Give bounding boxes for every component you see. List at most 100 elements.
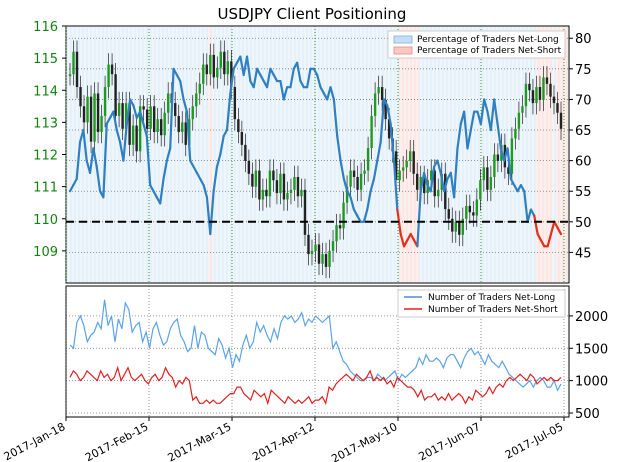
net-short-count-line	[69, 365, 562, 406]
regime-shade	[529, 27, 533, 282]
net-long-pct-segment	[483, 98, 489, 113]
regime-shade	[542, 27, 546, 282]
regime-shade	[265, 27, 269, 282]
price-candle	[370, 115, 373, 149]
price-candle	[68, 74, 72, 77]
chart-title: USDJPY Client Positioning	[218, 5, 407, 23]
price-legend-box	[387, 30, 566, 59]
net-long-pct-segment	[245, 55, 252, 83]
net-long-pct-segment	[212, 165, 219, 193]
y-left-tick-label: 116	[33, 20, 58, 35]
y-right-tick-label: 65	[575, 124, 592, 139]
net-long-pct-segment	[72, 177, 78, 187]
net-long-pct-segment	[185, 110, 192, 162]
regime-shade	[348, 27, 353, 282]
net-long-pct-segment	[556, 226, 563, 236]
price-candle	[338, 225, 342, 229]
net-long-count-line	[69, 299, 562, 392]
price-candle	[72, 51, 75, 75]
net-long-pct-segment	[349, 196, 356, 211]
regime-shade	[342, 27, 346, 282]
net-long-pct-segment	[549, 220, 556, 236]
net-long-pct-segment	[496, 122, 502, 150]
price-candle	[244, 144, 247, 161]
price-candle	[552, 96, 556, 104]
regime-shade	[145, 27, 149, 282]
regime-shade	[101, 27, 106, 282]
regime-shade	[242, 27, 246, 282]
regime-shade	[385, 27, 389, 282]
regime-shade	[305, 27, 309, 282]
y-right-tick-label: 55	[575, 185, 592, 200]
regime-shade	[535, 27, 540, 282]
regime-shade	[545, 27, 550, 282]
net-long-pct-segment	[509, 177, 516, 187]
y-right-tick-label: 1500	[575, 342, 608, 357]
price-candle	[167, 93, 170, 113]
legend-label-net-short-pct: Percentage of Traders Net-Short	[417, 46, 562, 56]
net-long-pct-segment	[489, 98, 496, 132]
price-candle	[117, 103, 121, 116]
price-candle	[401, 167, 405, 171]
price-candle	[93, 93, 96, 142]
net-long-pct-segment	[463, 110, 469, 150]
price-candle	[275, 180, 279, 194]
price-candle	[86, 96, 89, 123]
price-candle	[496, 154, 500, 161]
regime-shade	[432, 27, 436, 282]
price-candle	[107, 64, 110, 88]
price-candle	[535, 87, 538, 104]
regime-shade	[345, 27, 349, 282]
price-candle	[444, 173, 447, 210]
price-candle	[131, 125, 135, 145]
price-candle	[103, 87, 107, 116]
regime-shade	[388, 27, 393, 282]
price-candle	[489, 176, 493, 190]
net-long-pct-segment	[392, 159, 399, 211]
net-long-pct-segment	[399, 232, 406, 248]
price-candle	[328, 250, 331, 267]
y-right-tick-label: 45	[575, 246, 592, 261]
price-candle	[191, 106, 194, 120]
net-long-pct-segment	[222, 128, 229, 138]
net-long-pct-segment	[396, 208, 402, 236]
net-long-pct-segment	[115, 128, 122, 144]
price-candle	[528, 83, 531, 91]
net-long-pct-segment	[219, 135, 225, 156]
net-long-pct-segment	[296, 61, 302, 83]
price-candle	[75, 51, 79, 88]
price-candle	[110, 64, 114, 75]
price-panel: 116 115 114 113 112 111 110 109 80 75 70 65 60 55 50 4…	[33, 20, 592, 284]
net-long-pct-segment	[422, 171, 429, 187]
regime-shade	[225, 27, 229, 282]
legend-label-net-short-count: Number of Traders Net-Short	[428, 305, 558, 315]
x-tick-label: 2017-Feb-15	[83, 420, 150, 462]
net-long-pct-segment	[536, 232, 543, 242]
net-long-pct-segment	[402, 239, 409, 248]
net-long-pct-segment	[75, 141, 82, 181]
regime-shade	[328, 27, 333, 282]
price-candle	[96, 93, 100, 133]
net-long-pct-segment	[68, 183, 75, 193]
price-candle	[433, 170, 436, 197]
net-long-pct-segment	[409, 232, 416, 242]
net-long-pct-segment	[416, 190, 422, 248]
net-long-pct-segment	[346, 190, 352, 199]
net-long-pct-segment	[332, 98, 339, 138]
price-candle	[437, 189, 440, 197]
net-long-pct-segment	[269, 67, 275, 77]
price-candle	[219, 51, 223, 68]
y-right-tick-label: 1000	[575, 375, 608, 390]
regime-shade	[148, 27, 152, 282]
price-candle	[398, 170, 401, 181]
net-long-pct-segment	[533, 214, 539, 236]
price-candle	[152, 106, 156, 133]
net-long-pct-segment	[189, 159, 195, 168]
regime-shade	[312, 27, 316, 282]
trader-count-legend: Number of Traders Net-Long Number of Tra…	[397, 289, 566, 318]
net-long-pct-segment	[369, 177, 376, 193]
price-candle	[261, 189, 265, 200]
net-long-pct-segment	[339, 159, 345, 181]
net-long-pct-segment	[199, 177, 205, 187]
